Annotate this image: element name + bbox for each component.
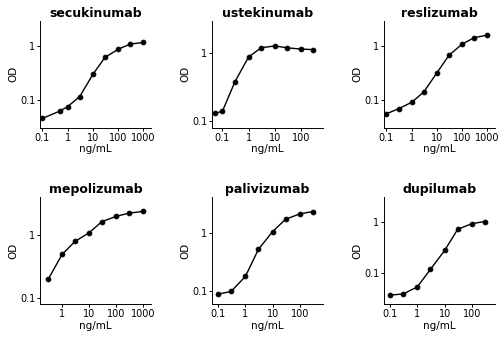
- Title: dupilumab: dupilumab: [402, 183, 476, 196]
- X-axis label: ng/mL: ng/mL: [251, 144, 284, 154]
- Y-axis label: OD: OD: [8, 243, 18, 259]
- Title: palivizumab: palivizumab: [226, 183, 310, 196]
- Y-axis label: OD: OD: [352, 66, 362, 82]
- X-axis label: ng/mL: ng/mL: [423, 144, 456, 154]
- X-axis label: ng/mL: ng/mL: [423, 321, 456, 331]
- Y-axis label: OD: OD: [352, 243, 362, 259]
- Title: ustekinumab: ustekinumab: [222, 7, 313, 20]
- Y-axis label: OD: OD: [8, 66, 18, 82]
- X-axis label: ng/mL: ng/mL: [79, 321, 112, 331]
- Title: mepolizumab: mepolizumab: [48, 183, 142, 196]
- Title: reslizumab: reslizumab: [401, 7, 478, 20]
- Y-axis label: OD: OD: [180, 66, 190, 82]
- X-axis label: ng/mL: ng/mL: [251, 321, 284, 331]
- Title: secukinumab: secukinumab: [49, 7, 142, 20]
- Y-axis label: OD: OD: [180, 243, 190, 259]
- X-axis label: ng/mL: ng/mL: [79, 144, 112, 154]
